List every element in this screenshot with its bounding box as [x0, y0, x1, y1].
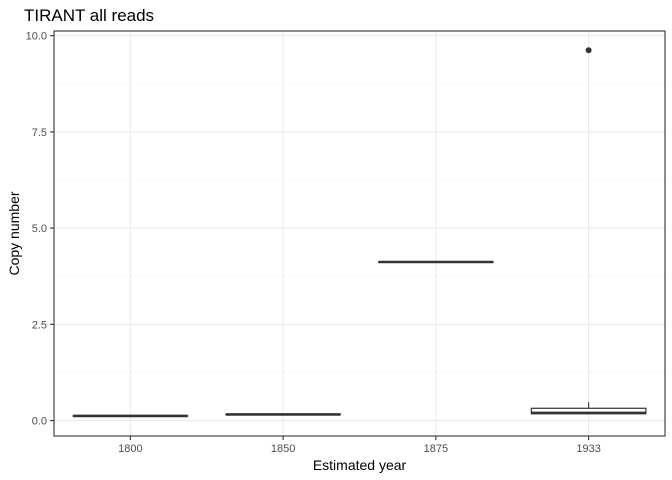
- outlier-point: [585, 47, 592, 54]
- x-axis: 1800 1850 1875 1933: [118, 436, 601, 455]
- y-tick-label: 2.5: [32, 319, 47, 331]
- grid-lines: [54, 31, 665, 436]
- y-tick-label: 7.5: [32, 127, 47, 139]
- x-tick-label: 1850: [271, 443, 295, 455]
- x-tick-label: 1875: [424, 443, 448, 455]
- panel-border: [53, 30, 666, 437]
- y-tick-label: 0.0: [32, 416, 47, 428]
- chart-title: TIRANT all reads: [24, 6, 154, 25]
- y-tick-label: 10.0: [26, 31, 47, 43]
- x-axis-title: Estimated year: [313, 457, 407, 473]
- x-tick-label: 1800: [118, 443, 142, 455]
- y-axis-title: Copy number: [6, 191, 22, 275]
- y-axis: 0.0 2.5 5.0 7.5 10.0: [26, 31, 54, 428]
- y-tick-label: 5.0: [32, 223, 47, 235]
- box-1933: [530, 47, 647, 415]
- x-tick-label: 1933: [576, 443, 600, 455]
- box-marks: [72, 47, 647, 418]
